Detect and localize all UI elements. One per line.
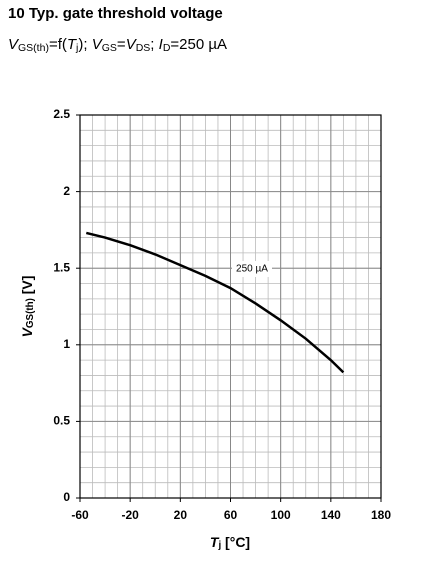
label-part: V [126,36,138,53]
y-tick-label: 1.5 [53,260,70,274]
label-part: T [210,534,220,550]
plot-frame [79,114,382,499]
x-tick-label: 180 [371,508,391,522]
x-tick-label: 20 [174,508,188,522]
data-line [85,231,345,374]
label-part: GS(th) [18,42,49,54]
x-tick-label: 140 [321,508,341,522]
y-axis-label: VGS(th) [V] [19,276,36,338]
chart-subtitle: VGS(th)=f(Tj); VGS=VDS; ID=250 µA [8,36,227,54]
label-part: j [75,42,78,54]
label-part: ; [150,36,158,53]
y-tick-label: 1 [63,337,70,351]
label-part: V [92,36,104,53]
x-tick-label: 60 [224,508,238,522]
chart-title: 10 Typ. gate threshold voltage [8,5,223,22]
x-axis-label: Tj [°C] [210,534,250,551]
label-part: GS(th) [25,298,36,328]
y-tick-label: 2 [63,184,70,198]
label-part: =250 µA [170,36,227,53]
label-part: V [19,326,35,337]
y-tick-label: 0 [63,490,70,504]
label-part: I [159,36,163,53]
y-tick-label: 2.5 [53,107,70,121]
annotation: 250 µA [236,264,268,275]
x-tick-label: 100 [271,508,291,522]
label-part: V [8,36,20,53]
label-part: GS [102,42,117,54]
label-part: [°C] [221,534,250,550]
x-tick-label: -20 [121,508,139,522]
annotation-bg [232,261,272,277]
label-part: j [217,540,221,551]
label-part: DS [136,42,151,54]
label-part: = [117,36,126,53]
label-part: D [163,42,171,54]
label-part: =f( [49,36,67,53]
label-part: ); [78,36,91,53]
label-part: [V] [19,276,35,299]
label-part: T [67,36,78,53]
x-tick-label: -60 [71,508,89,522]
y-tick-label: 0.5 [53,414,70,428]
